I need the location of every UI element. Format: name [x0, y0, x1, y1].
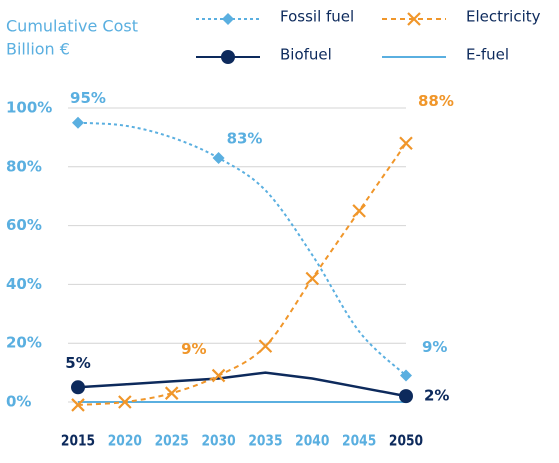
legend: Fossil fuel Electricity Biofuel E-fuel [196, 8, 541, 64]
marker [258, 339, 273, 353]
legend-label: Fossil fuel [280, 8, 354, 26]
marker [221, 50, 235, 64]
x-tick-label: 2050 [389, 432, 423, 449]
series-line [77, 121, 407, 377]
legend-label: Biofuel [280, 46, 332, 64]
series-line [77, 142, 407, 406]
marker [305, 271, 320, 286]
y-tick-label: 80% [6, 157, 42, 175]
marker [164, 386, 179, 400]
marker [222, 13, 234, 25]
marker [71, 398, 85, 412]
marker [400, 369, 412, 382]
legend-label: Electricity [466, 8, 541, 26]
y-tick-label: 100% [6, 99, 52, 117]
marker [407, 12, 421, 26]
marker [352, 204, 366, 218]
y-tick-label: 40% [6, 275, 42, 293]
marker [71, 380, 85, 395]
chart-subtitle: Billion € [6, 40, 70, 59]
y-tick-label: 60% [6, 216, 42, 234]
series-line [77, 371, 407, 398]
data-label: 5% [65, 354, 90, 372]
x-tick-label: 2020 [108, 432, 142, 449]
y-tick-label: 20% [6, 334, 42, 352]
data-label: 83% [227, 129, 263, 147]
y-tick-label: 0% [6, 393, 31, 411]
chart-title: Cumulative Cost [6, 17, 138, 36]
x-tick-label: 2045 [342, 432, 376, 449]
marker [72, 116, 84, 129]
data-label: 9% [181, 340, 206, 358]
data-label: 88% [418, 92, 454, 110]
x-tick-label: 2040 [295, 432, 329, 449]
x-tick-label: 2015 [61, 432, 95, 449]
marker [399, 136, 413, 151]
marker [212, 151, 225, 164]
legend-label: E-fuel [466, 46, 509, 64]
marker [211, 368, 226, 383]
data-label: 95% [70, 89, 106, 107]
x-tick-label: 2035 [248, 432, 282, 449]
marker [399, 389, 413, 404]
x-tick-label: 2030 [201, 432, 235, 449]
data-label: 9% [422, 338, 447, 356]
marker [118, 395, 132, 409]
data-label: 2% [424, 387, 449, 405]
x-tick-label: 2025 [155, 432, 189, 449]
